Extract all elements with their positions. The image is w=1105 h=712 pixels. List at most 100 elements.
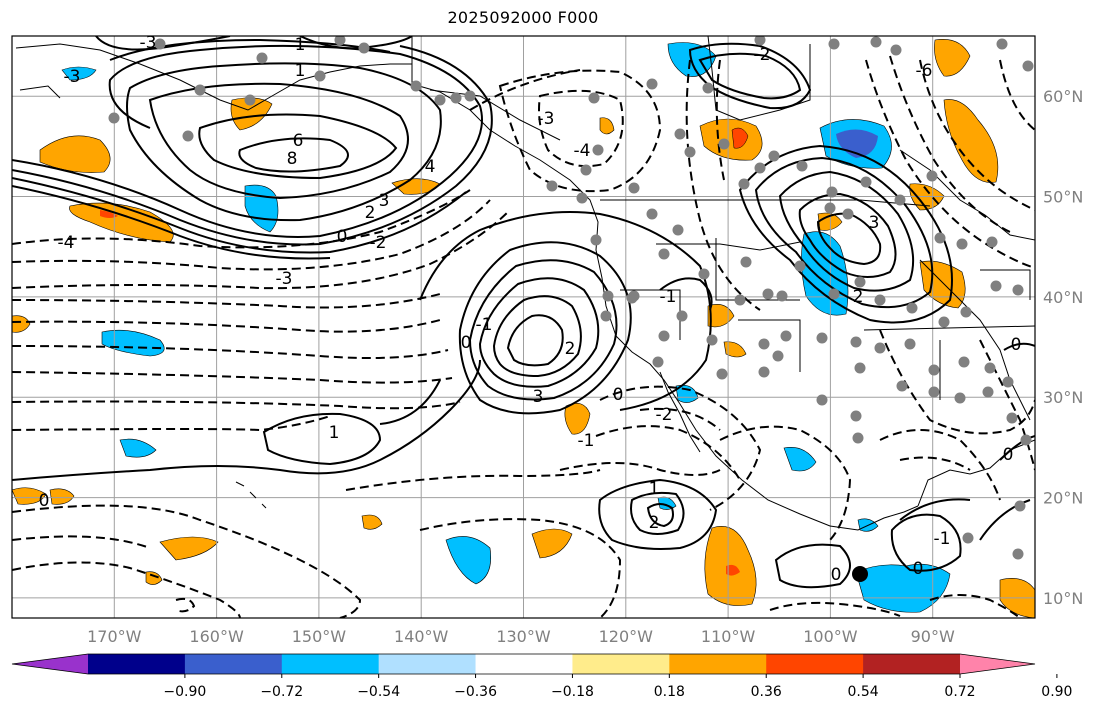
lon-label: 90°W [911, 627, 955, 646]
contour-label: -1 [660, 287, 677, 307]
colorbar-tick-label: −0.72 [260, 684, 303, 700]
contour-label: 6 [293, 131, 304, 151]
lon-label: 150°W [292, 627, 347, 646]
colorbar-tick-label: 0.72 [944, 684, 975, 700]
station-dot [896, 380, 908, 392]
positive-contours [12, 36, 1035, 589]
station-dot [1006, 412, 1018, 424]
station-dot [854, 362, 866, 374]
shade-hudson-orange [943, 99, 999, 183]
station-dot [990, 280, 1002, 292]
station-dot [1022, 60, 1034, 72]
contour-label: 1 [295, 35, 306, 55]
station-dot [828, 288, 840, 300]
station-dot [958, 356, 970, 368]
contour-label: -1 [578, 431, 595, 451]
station-dot [358, 42, 370, 54]
station-dot [672, 224, 684, 236]
lon-label: 170°W [87, 627, 142, 646]
station-dot [874, 294, 886, 306]
lon-label: 130°W [496, 627, 551, 646]
lon-label: 100°W [803, 627, 858, 646]
contour-label: 0 [831, 565, 842, 585]
station-dot [244, 94, 256, 106]
graticule [12, 36, 1035, 618]
shade-aleutian-blue [244, 184, 279, 233]
station-dot [646, 208, 658, 220]
colorbar-tick-label: −0.90 [163, 684, 206, 700]
longitude-labels: 170°W 160°W 150°W 140°W 130°W 120°W 110°W 100°W… [87, 627, 955, 646]
station-dot [780, 330, 792, 342]
station-dot [928, 386, 940, 398]
contour-label: 2 [565, 339, 576, 359]
station-dot [776, 290, 788, 302]
lat-label: 40°N [1043, 288, 1083, 307]
station-dot [854, 276, 866, 288]
station-dot [904, 338, 916, 350]
contour-label: 8 [287, 149, 298, 169]
station-dot [850, 336, 862, 348]
station-dot [874, 342, 886, 354]
station-dot [706, 334, 718, 346]
station-dot [754, 162, 766, 174]
contour-label: 2 [853, 287, 864, 307]
lat-label: 10°N [1043, 589, 1083, 608]
station-dot [194, 84, 206, 96]
contour-label: 0 [461, 333, 472, 353]
station-dot [108, 112, 120, 124]
colorbar-outline [11, 653, 1036, 675]
contour-label: 4 [425, 157, 436, 177]
station-dot [824, 202, 836, 214]
contour-label: -4 [574, 141, 591, 161]
lat-label: 60°N [1043, 87, 1083, 106]
station-dot [334, 36, 346, 46]
colorbar-tick-label: 0.18 [654, 684, 685, 700]
station-dot [1014, 500, 1026, 512]
station-dot [850, 410, 862, 422]
colorbar-bin [88, 654, 186, 674]
station-dot [894, 194, 906, 206]
contour-label: 0 [913, 559, 924, 579]
contour-label: 0 [1011, 335, 1022, 355]
station-dot [580, 164, 592, 176]
station-dot [410, 80, 422, 92]
station-dot [592, 144, 604, 156]
station-dot [676, 310, 688, 322]
station-dot [1020, 434, 1032, 446]
colorbar-extend-high [960, 654, 1035, 674]
station-dot [646, 78, 658, 90]
station-dot [906, 302, 918, 314]
colorbar-tick-label: −0.18 [551, 684, 594, 700]
station-dot [652, 356, 664, 368]
station-dot [816, 332, 828, 344]
station-dot [698, 268, 710, 280]
colorbar-bin [863, 654, 961, 674]
station-dot [626, 292, 638, 304]
station-dot [628, 182, 640, 194]
station-dot [658, 248, 670, 260]
lat-label: 50°N [1043, 188, 1083, 207]
station-dot [938, 316, 950, 328]
station-dot [546, 180, 558, 192]
station-dot [828, 38, 840, 50]
colorbar-bin [281, 654, 380, 674]
station-dot [256, 52, 268, 64]
map-title: 2025092000 F000 [447, 8, 599, 27]
station-dot [590, 234, 602, 246]
contour-label: 2 [649, 513, 660, 533]
station-dot [658, 330, 670, 342]
station-dot [762, 288, 774, 300]
station-dot [684, 146, 696, 158]
station-dot [926, 170, 938, 182]
coastlines [15, 36, 1035, 531]
station-dot [772, 350, 784, 362]
contour-label: 0 [1003, 445, 1014, 465]
shade-gulf-blue [855, 563, 951, 613]
station-dot [734, 294, 746, 306]
colorbar-tick-label: 0.90 [1041, 684, 1072, 700]
station-dot [576, 192, 588, 204]
contour-label: 3 [869, 213, 880, 233]
station-dot [450, 92, 462, 104]
colorbar-bin [572, 654, 670, 674]
